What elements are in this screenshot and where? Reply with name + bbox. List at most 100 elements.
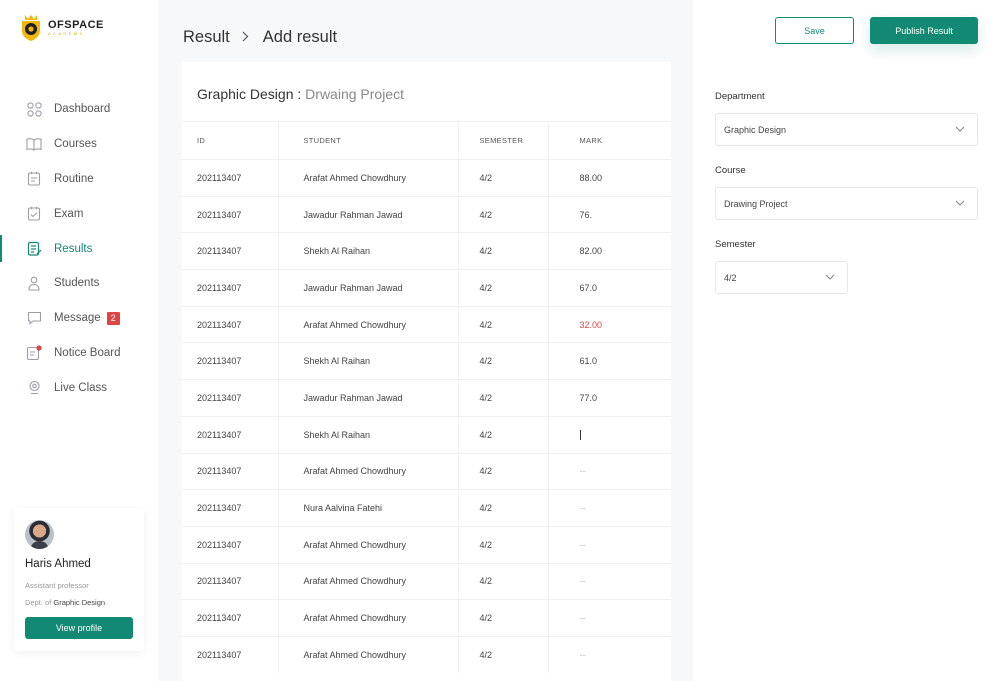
sidebar-item-students[interactable]: Students	[0, 266, 158, 301]
chevron-down-icon	[825, 272, 835, 284]
department-select-value: Graphic Design	[724, 124, 787, 135]
results-panel: Graphic Design : Drwaing Project ID STUD…	[182, 62, 671, 681]
mark-cell[interactable]	[547, 415, 671, 453]
table-row: 202113407 Arafat Ahmed Chowdhury 4/2 88.00	[182, 159, 671, 197]
semester-cell: 4/2	[457, 305, 548, 343]
avatar[interactable]	[25, 520, 54, 549]
sidebar-item-message[interactable]: Message 2	[0, 301, 158, 336]
exam-icon	[26, 206, 42, 222]
table-row: 202113407 Jawadur Rahman Jawad 4/2 67.0	[182, 269, 671, 307]
panel-title: Graphic Design : Drwaing Project	[197, 86, 404, 102]
sidebar-item-label: Live Class	[54, 381, 108, 394]
column-header-mark[interactable]: MARK	[547, 121, 671, 160]
table-row: 202113407 Shekh Al Raihan 4/2	[182, 415, 671, 453]
table-row: 202113407 Arafat Ahmed Chowdhury 4/2 --	[182, 452, 671, 490]
text-cursor	[579, 429, 581, 440]
publish-result-button[interactable]: Publish Result	[870, 17, 978, 44]
student-name-cell: Shekh Al Raihan	[277, 342, 458, 380]
breadcrumb-parent[interactable]: Result	[183, 28, 230, 46]
department-select[interactable]: Graphic Design	[715, 113, 978, 146]
semester-cell: 4/2	[457, 415, 548, 453]
mark-cell[interactable]: 76.	[547, 195, 671, 233]
sidebar-item-label: Dashboard	[54, 103, 111, 116]
brand-name: OFSPACE	[48, 19, 104, 31]
table-row: 202113407 Shekh Al Raihan 4/2 82.00	[182, 232, 671, 270]
semester-cell: 4/2	[457, 599, 548, 637]
course-select[interactable]: Drawing Project	[715, 187, 978, 220]
column-header-semester[interactable]: SEMESTER	[457, 121, 548, 160]
sidebar-item-label: Notice Board	[54, 346, 121, 359]
sidebar-item-notice-board[interactable]: Notice Board	[0, 336, 158, 371]
results-icon	[26, 241, 42, 257]
student-name-cell: Arafat Ahmed Chowdhury	[277, 525, 458, 564]
mark-cell[interactable]: --	[547, 489, 671, 527]
student-id-cell: 202113407	[182, 379, 278, 417]
message-icon	[26, 310, 42, 326]
brand-logo[interactable]: OFSPACE ACADEMY	[20, 14, 104, 42]
student-id-cell: 202113407	[182, 489, 278, 527]
table-row: 202113407 Shekh Al Raihan 4/2 61.0	[182, 342, 671, 380]
mark-cell[interactable]: 67.0	[547, 269, 671, 307]
mark-cell[interactable]: 88.00	[547, 159, 671, 197]
student-id-cell: 202113407	[182, 269, 278, 307]
table-header-row: ID STUDENT SEMESTER MARK	[182, 121, 671, 160]
semester-select-value: 4/2	[724, 272, 737, 283]
semester-cell: 4/2	[457, 269, 548, 307]
sidebar-item-label: Message	[54, 312, 101, 325]
sidebar-item-courses[interactable]: Courses	[0, 127, 158, 162]
course-select-value: Drawing Project	[724, 198, 788, 209]
dashboard-icon	[26, 101, 42, 117]
profile-dept-prefix: Dept. of	[25, 598, 52, 607]
sidebar-item-live-class[interactable]: Live Class	[0, 370, 158, 405]
mark-cell[interactable]: 82.00	[547, 232, 671, 270]
student-name-cell: Nura Aalvina Fatehi	[277, 489, 458, 527]
mark-cell[interactable]: --	[547, 452, 671, 490]
student-id-cell: 202113407	[182, 342, 278, 380]
crown-shield-icon	[20, 14, 42, 42]
student-name-cell: Shekh Al Raihan	[277, 415, 458, 453]
student-id-cell: 202113407	[182, 562, 278, 600]
chevron-down-icon	[955, 198, 965, 210]
student-name-cell: Arafat Ahmed Chowdhury	[277, 305, 458, 343]
results-table: ID STUDENT SEMESTER MARK 202113407 Arafat…	[182, 121, 671, 674]
mark-cell[interactable]: --	[547, 562, 671, 600]
mark-cell[interactable]: 32.00	[547, 305, 671, 343]
table-row: 202113407 Nura Aalvina Fatehi 4/2 --	[182, 489, 671, 527]
sidebar-item-label: Results	[54, 242, 93, 255]
student-name-cell: Jawadur Rahman Jawad	[277, 195, 458, 233]
sidebar-item-results[interactable]: Results	[0, 231, 158, 266]
student-name-cell: Arafat Ahmed Chowdhury	[277, 562, 458, 600]
mark-cell[interactable]: 61.0	[547, 342, 671, 380]
student-id-cell: 202113407	[182, 305, 278, 343]
semester-cell: 4/2	[457, 635, 548, 674]
semester-cell: 4/2	[457, 195, 548, 233]
column-header-student[interactable]: STUDENT	[277, 121, 458, 160]
table-row: 202113407 Jawadur Rahman Jawad 4/2 77.0	[182, 379, 671, 417]
student-name-cell: Arafat Ahmed Chowdhury	[277, 159, 458, 197]
column-header-id[interactable]: ID	[182, 121, 278, 160]
semester-cell: 4/2	[457, 379, 548, 417]
sidebar-item-label: Students	[54, 277, 100, 290]
mark-cell[interactable]: 77.0	[547, 379, 671, 417]
student-name-cell: Jawadur Rahman Jawad	[277, 379, 458, 417]
semester-cell: 4/2	[457, 342, 548, 380]
student-id-cell: 202113407	[182, 525, 278, 564]
mark-cell[interactable]: --	[547, 599, 671, 637]
student-name-cell: Shekh Al Raihan	[277, 232, 458, 270]
sidebar-item-routine[interactable]: Routine	[0, 162, 158, 197]
student-id-cell: 202113407	[182, 415, 278, 453]
save-button[interactable]: Save	[775, 17, 854, 44]
view-profile-button[interactable]: View profile	[25, 617, 133, 639]
sidebar-item-label: Exam	[54, 207, 84, 220]
breadcrumb-current: Add result	[262, 28, 338, 46]
sidebar: OFSPACE ACADEMY Dashboard Courses Routin…	[0, 0, 158, 681]
message-count-badge: 2	[106, 311, 120, 325]
routine-icon	[26, 171, 42, 187]
mark-cell[interactable]: --	[547, 635, 671, 674]
semester-cell: 4/2	[457, 525, 548, 564]
sidebar-item-exam[interactable]: Exam	[0, 196, 158, 231]
mark-cell[interactable]: --	[547, 525, 671, 564]
sidebar-item-dashboard[interactable]: Dashboard	[0, 92, 158, 127]
semester-select[interactable]: 4/2	[715, 261, 848, 294]
panel-title-department: Graphic Design	[197, 86, 294, 102]
